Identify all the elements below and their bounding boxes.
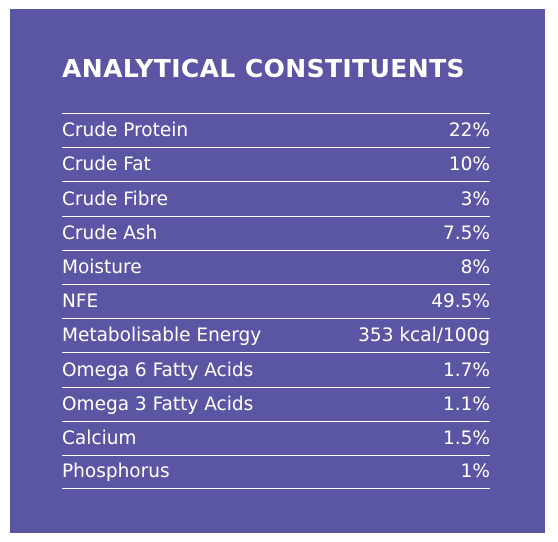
- row-value: 3%: [460, 188, 490, 210]
- panel-title: ANALYTICAL CONSTITUENTS: [62, 54, 465, 83]
- row-value: 1.1%: [443, 393, 490, 415]
- table-row: Phosphorus 1%: [62, 454, 490, 490]
- row-label: Crude Ash: [62, 222, 158, 244]
- table-row: Metabolisable Energy 353 kcal/100g: [62, 318, 490, 352]
- row-value: 10%: [448, 154, 490, 176]
- row-label: Calcium: [62, 427, 137, 449]
- row-value: 353 kcal/100g: [358, 325, 490, 347]
- row-label: Omega 6 Fatty Acids: [62, 359, 254, 381]
- row-label: Metabolisable Energy: [62, 325, 262, 347]
- row-value: 8%: [460, 256, 490, 278]
- row-value: 1.5%: [443, 427, 490, 449]
- row-value: 1.7%: [443, 359, 490, 381]
- row-label: Crude Fat: [62, 154, 151, 176]
- row-label: Phosphorus: [62, 461, 170, 483]
- table-row: Calcium 1.5%: [62, 420, 490, 455]
- table-row: Crude Protein 22%: [62, 113, 490, 147]
- row-value: 7.5%: [443, 222, 490, 244]
- table-row: Omega 6 Fatty Acids 1.7%: [62, 352, 490, 386]
- row-label: Crude Fibre: [62, 188, 169, 210]
- table-row: Moisture 8%: [62, 249, 490, 284]
- row-label: Moisture: [62, 256, 142, 278]
- constituents-table: Crude Protein 22% Crude Fat 10% Crude Fi…: [62, 113, 490, 490]
- table-row: Crude Fat 10%: [62, 147, 490, 181]
- table-row: NFE 49.5%: [62, 283, 490, 318]
- table-row: Crude Ash 7.5%: [62, 215, 490, 250]
- row-label: Omega 3 Fatty Acids: [62, 393, 254, 415]
- row-value: 1%: [460, 461, 490, 483]
- row-label: NFE: [62, 291, 99, 313]
- row-label: Crude Protein: [62, 120, 189, 142]
- row-value: 49.5%: [431, 291, 490, 313]
- table-row: Omega 3 Fatty Acids 1.1%: [62, 386, 490, 421]
- analytical-constituents-panel: ANALYTICAL CONSTITUENTS Crude Protein 22…: [10, 9, 545, 533]
- row-value: 22%: [448, 120, 490, 142]
- table-row: Crude Fibre 3%: [62, 181, 490, 215]
